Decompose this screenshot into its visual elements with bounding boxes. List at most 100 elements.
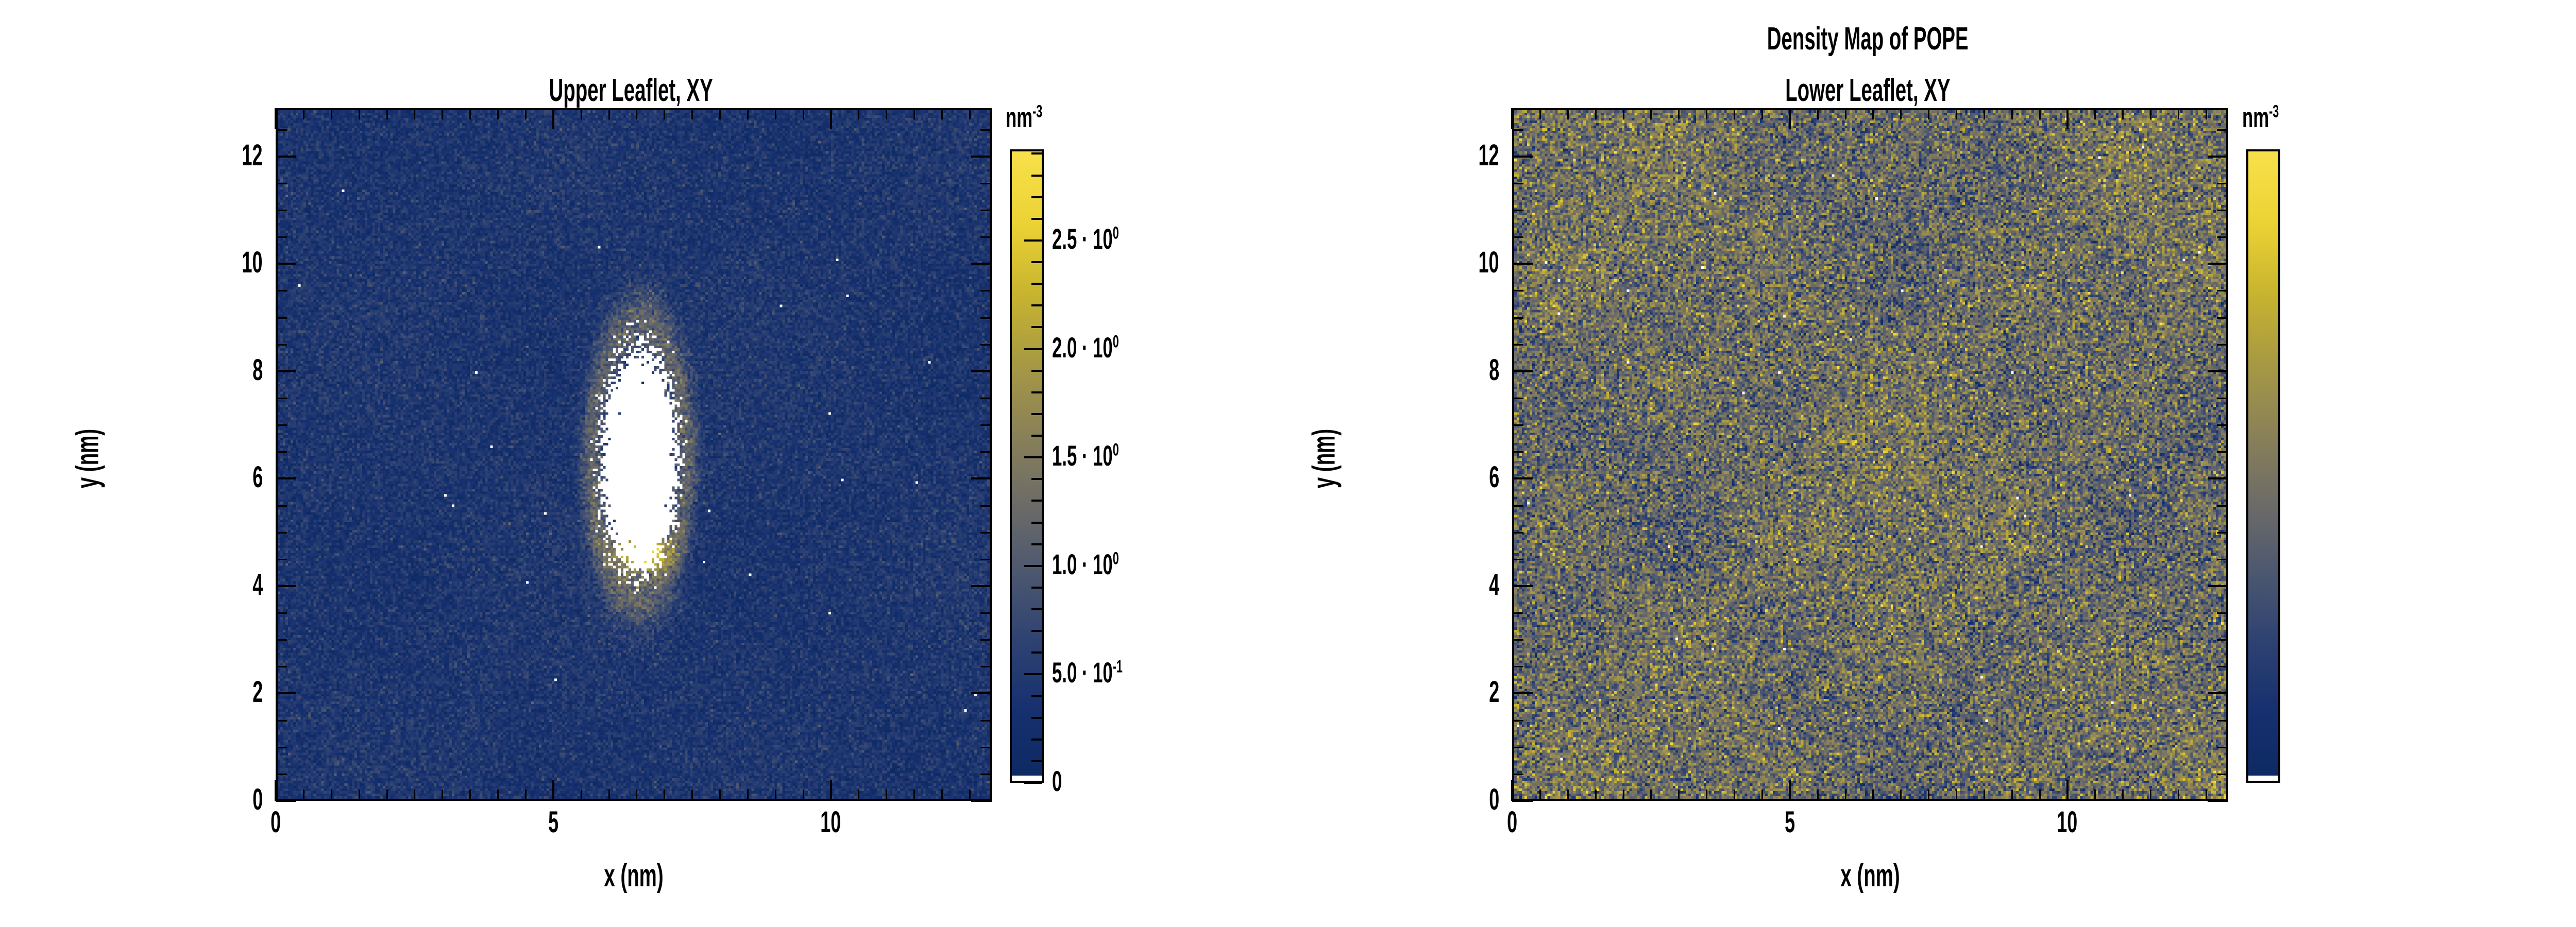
- x-minor-tick: [1872, 789, 1874, 801]
- colorbar-minor-tick: [1031, 261, 1042, 264]
- y-tick-label: 12: [129, 138, 263, 173]
- y-minor-tick-right: [2217, 773, 2228, 775]
- y-minor-tick-right: [2217, 210, 2228, 212]
- x-minor-tick: [414, 789, 416, 801]
- x-minor-tick: [524, 789, 527, 801]
- y-minor-tick: [276, 746, 287, 748]
- colorbar-lower-leaflet: [2246, 149, 2280, 783]
- x-minor-tick-top: [302, 108, 304, 119]
- colorbar-unit-text: nm-3: [2242, 101, 2279, 133]
- y-minor-tick: [276, 344, 287, 346]
- x-tick-label-text: 5: [1784, 805, 1795, 839]
- x-minor-tick: [2122, 789, 2124, 801]
- colorbar-under-color: [1012, 776, 1042, 781]
- y-minor-tick-right: [980, 612, 992, 614]
- x-minor-tick-top: [1622, 108, 1624, 119]
- y-minor-tick-right: [980, 236, 992, 238]
- x-minor-tick-top: [497, 108, 499, 119]
- x-minor-tick-top: [664, 108, 666, 119]
- y-minor-tick: [1512, 210, 1523, 212]
- x-tick-label-text: 10: [2057, 805, 2078, 839]
- x-minor-tick: [2205, 789, 2207, 801]
- x-minor-tick-top: [1567, 108, 1569, 119]
- y-minor-tick: [1512, 531, 1523, 534]
- panel-title-text: Upper Leaflet, XY: [549, 73, 714, 108]
- x-minor-tick-top: [1928, 108, 1930, 119]
- y-minor-tick-right: [980, 451, 992, 453]
- y-minor-tick: [1512, 398, 1523, 400]
- y-minor-tick: [276, 236, 287, 238]
- colorbar-major-tick: [1024, 456, 1042, 459]
- x-major-tick: [275, 780, 277, 801]
- y-tick-label: 6: [129, 460, 263, 494]
- x-minor-tick-top: [1761, 108, 1763, 119]
- y-minor-tick-right: [980, 424, 992, 426]
- y-major-tick: [276, 370, 296, 372]
- y-tick-label: 0: [129, 782, 263, 817]
- y-major-tick: [1512, 263, 1533, 265]
- y-major-tick-right: [971, 370, 992, 372]
- plot-frame-lower-leaflet: [1512, 108, 2228, 801]
- colorbar-tick-label: 1.0 · 100: [1052, 547, 1160, 581]
- x-minor-tick: [719, 789, 721, 801]
- x-tick-label-text: 0: [270, 805, 281, 839]
- colorbar-minor-tick: [1031, 760, 1042, 762]
- y-minor-tick: [1512, 773, 1523, 775]
- x-minor-tick-top: [941, 108, 943, 119]
- colorbar-major-tick: [1024, 564, 1042, 567]
- y-minor-tick-right: [2217, 317, 2228, 319]
- colorbar-minor-tick: [1031, 217, 1042, 220]
- y-minor-tick: [276, 719, 287, 722]
- panel-title-upper-leaflet: Upper Leaflet, XY: [129, 72, 1133, 109]
- y-minor-tick: [1512, 317, 1523, 319]
- y-minor-tick-right: [2217, 719, 2228, 722]
- y-minor-tick-right: [980, 558, 992, 560]
- colorbar-minor-tick: [1031, 608, 1042, 610]
- x-minor-tick: [1900, 789, 1902, 801]
- y-axis-title-lower: y (nm): [1306, 227, 1343, 691]
- x-minor-tick: [886, 789, 888, 801]
- colorbar-minor-tick: [1031, 586, 1042, 589]
- y-minor-tick: [276, 424, 287, 426]
- y-tick-label: 6: [1365, 460, 1499, 494]
- x-minor-tick: [913, 789, 916, 801]
- x-minor-tick-top: [580, 108, 582, 119]
- colorbar-major-tick: [1024, 673, 1042, 676]
- colorbar-tick-exp: 0: [1112, 223, 1119, 243]
- y-major-tick-right: [2208, 155, 2228, 158]
- x-minor-tick: [636, 789, 638, 801]
- x-minor-tick-top: [524, 108, 527, 119]
- x-axis-title-text: x (nm): [604, 858, 664, 894]
- y-minor-tick: [276, 290, 287, 292]
- y-major-tick: [1512, 585, 1533, 587]
- x-minor-tick-top: [691, 108, 693, 119]
- figure-main-title: Density Map of POPE: [1365, 21, 2370, 57]
- x-minor-tick: [2011, 789, 2013, 801]
- x-minor-tick: [858, 789, 860, 801]
- y-minor-tick-right: [980, 317, 992, 319]
- y-major-tick-right: [971, 477, 992, 480]
- colorbar-tick-label: 1.5 · 100: [1052, 439, 1160, 472]
- y-minor-tick-right: [980, 182, 992, 184]
- x-minor-tick: [497, 789, 499, 801]
- colorbar-unit-lower: nm-3: [2242, 100, 2301, 134]
- x-minor-tick-top: [886, 108, 888, 119]
- x-major-tick-top: [2066, 108, 2069, 129]
- y-minor-tick: [1512, 129, 1523, 131]
- y-minor-tick-right: [2217, 612, 2228, 614]
- x-minor-tick-top: [330, 108, 332, 119]
- y-tick-label: 10: [129, 245, 263, 280]
- colorbar-unit-exp: -3: [2269, 101, 2279, 122]
- colorbar-minor-tick: [1031, 174, 1042, 177]
- x-minor-tick: [747, 789, 749, 801]
- y-minor-tick: [1512, 424, 1523, 426]
- colorbar-tick-label: 5.0 · 10-1: [1052, 656, 1166, 689]
- y-major-tick: [276, 800, 296, 802]
- y-minor-tick: [1512, 236, 1523, 238]
- colorbar-minor-tick: [1031, 695, 1042, 697]
- colorbar-tick-exp: 0: [1112, 440, 1119, 460]
- x-major-tick-top: [275, 108, 277, 129]
- y-minor-tick-right: [980, 666, 992, 668]
- x-minor-tick-top: [2011, 108, 2013, 119]
- x-minor-tick: [1622, 789, 1624, 801]
